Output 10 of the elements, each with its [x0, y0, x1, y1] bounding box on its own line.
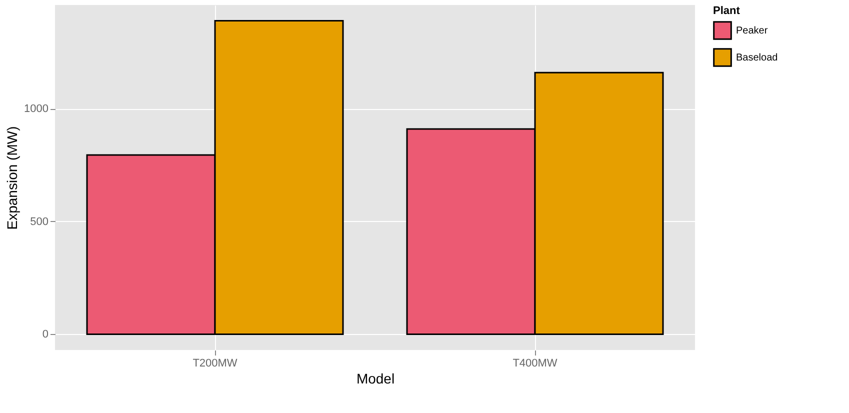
y-tick-label: 0 [42, 328, 48, 341]
y-tick-label: 1000 [24, 103, 48, 116]
legend-label: Baseload [736, 52, 778, 64]
x-axis-title: Model [356, 370, 395, 386]
x-tick-label: T400MW [512, 358, 558, 370]
y-axis-title: Expansion (MW) [4, 126, 20, 230]
y-tick-label: 500 [30, 216, 48, 228]
legend-title: Plant [713, 5, 740, 17]
x-tick-label: T200MW [192, 358, 238, 370]
legend-label: Peaker [736, 26, 768, 36]
